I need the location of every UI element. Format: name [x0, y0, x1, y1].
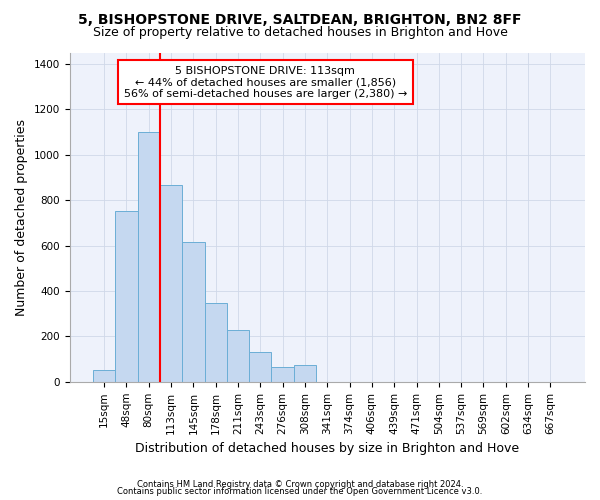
Bar	[227, 330, 249, 382]
Text: 5, BISHOPSTONE DRIVE, SALTDEAN, BRIGHTON, BN2 8FF: 5, BISHOPSTONE DRIVE, SALTDEAN, BRIGHTON…	[78, 12, 522, 26]
Text: Size of property relative to detached houses in Brighton and Hove: Size of property relative to detached ho…	[92, 26, 508, 39]
X-axis label: Distribution of detached houses by size in Brighton and Hove: Distribution of detached houses by size …	[135, 442, 520, 455]
Bar	[160, 186, 182, 382]
Bar	[115, 212, 137, 382]
Bar	[137, 132, 160, 382]
Bar	[182, 242, 205, 382]
Text: Contains public sector information licensed under the Open Government Licence v3: Contains public sector information licen…	[118, 487, 482, 496]
Bar	[93, 370, 115, 382]
Bar	[205, 304, 227, 382]
Bar	[249, 352, 271, 382]
Text: 5 BISHOPSTONE DRIVE: 113sqm
← 44% of detached houses are smaller (1,856)
56% of : 5 BISHOPSTONE DRIVE: 113sqm ← 44% of det…	[124, 66, 407, 99]
Text: Contains HM Land Registry data © Crown copyright and database right 2024.: Contains HM Land Registry data © Crown c…	[137, 480, 463, 489]
Bar	[294, 365, 316, 382]
Y-axis label: Number of detached properties: Number of detached properties	[15, 118, 28, 316]
Bar	[271, 367, 294, 382]
